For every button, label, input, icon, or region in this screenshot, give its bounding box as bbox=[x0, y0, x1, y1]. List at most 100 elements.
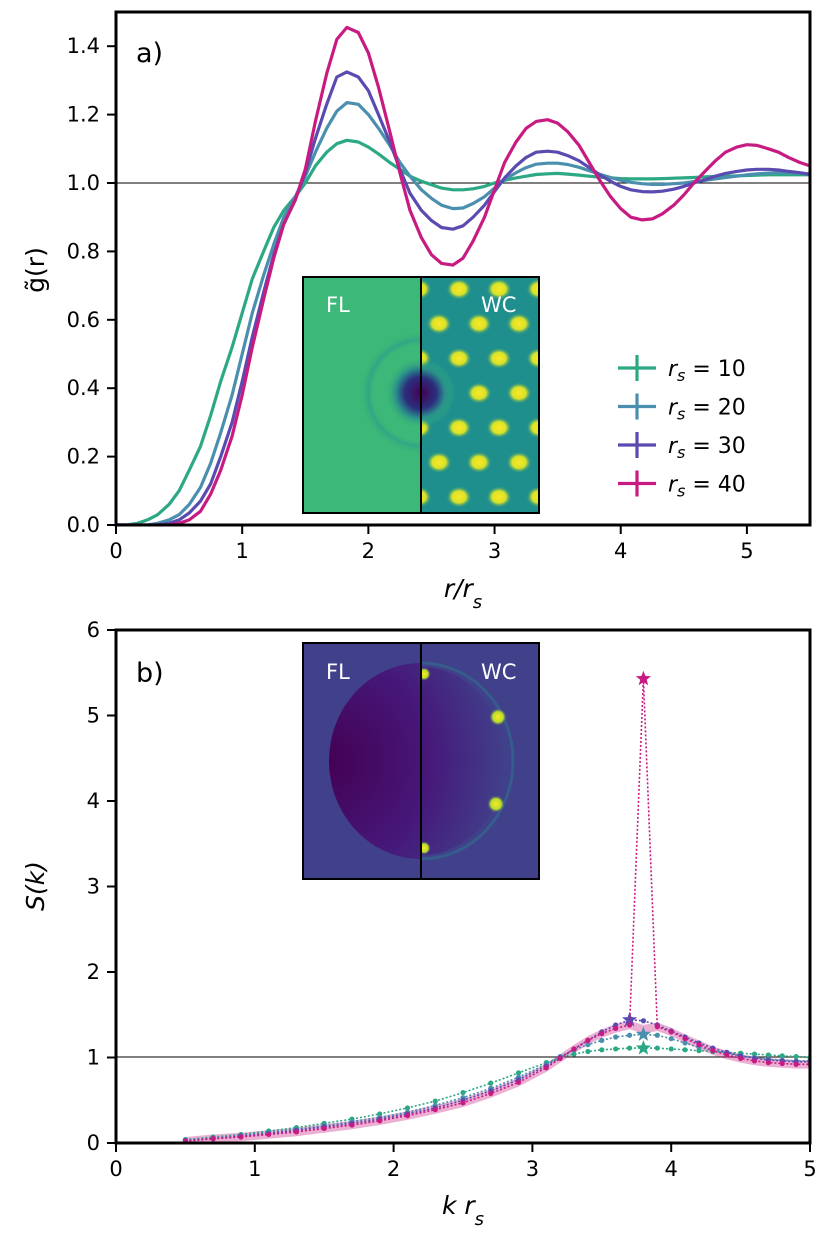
panel-b-inset-wc-image bbox=[421, 643, 539, 879]
panel-a-ytick-label-7: 1.4 bbox=[67, 34, 100, 58]
panel-b-point bbox=[710, 1048, 716, 1054]
panel-b-point bbox=[404, 1113, 411, 1119]
panel-b-point bbox=[654, 1045, 660, 1051]
panel-b-point bbox=[238, 1134, 244, 1140]
panel-b-series-rs20 bbox=[182, 1026, 810, 1143]
panel-b-xtick-label-3: 3 bbox=[526, 1157, 539, 1181]
panel-a-ytick-label-4: 0.8 bbox=[67, 239, 100, 263]
panel-b-point bbox=[626, 1032, 633, 1038]
panel-a-ytick-label-3: 0.6 bbox=[67, 308, 100, 332]
panel-b-point bbox=[668, 1046, 674, 1052]
legend-label: rs = 20 bbox=[668, 396, 746, 424]
panel-a-label: a) bbox=[136, 38, 163, 69]
panel-b-point bbox=[432, 1107, 438, 1113]
panel-a-ytick-label-6: 1.2 bbox=[67, 103, 100, 127]
panel-b-point bbox=[682, 1047, 688, 1053]
panel-b-point bbox=[668, 1029, 674, 1035]
panel-b-point bbox=[654, 1032, 660, 1038]
legend-label: rs = 30 bbox=[668, 434, 746, 462]
panel-b-point bbox=[571, 1051, 577, 1057]
panel-a-inset: FL WC bbox=[302, 276, 540, 514]
panel-b-point bbox=[488, 1090, 494, 1097]
panel-a-xtick-label-5: 5 bbox=[740, 539, 753, 563]
panel-b-point bbox=[654, 1024, 660, 1030]
legend-item-rs40: rs = 40 bbox=[618, 470, 746, 501]
panel-b-inset-wc-label: WC bbox=[481, 660, 516, 684]
panel-b-xlabel: k rs bbox=[442, 1191, 484, 1230]
panel-b-ylabel: S(k) bbox=[21, 861, 50, 911]
panel-b-fit-band bbox=[185, 1020, 810, 1143]
panel-b-point bbox=[765, 1052, 771, 1058]
panel-b-point bbox=[543, 1065, 549, 1071]
panel-b-point bbox=[724, 1052, 730, 1058]
panel-b-series-rs30 bbox=[182, 1011, 810, 1143]
panel-b-inset-fl-image bbox=[303, 643, 421, 879]
panel-b-y-ticks: 0 1 2 3 4 5 6 bbox=[87, 618, 116, 1155]
panel-b-point bbox=[696, 1042, 702, 1048]
panel-b-point bbox=[488, 1080, 494, 1086]
panel-b-ytick-label-4: 4 bbox=[87, 789, 100, 813]
panel-a: 0 1 2 3 4 5 0.0 0.2 0.4 0.6 0.8 1.0 1.2 1.4 a) g̃(r)… bbox=[21, 10, 812, 613]
panel-b-point bbox=[585, 1048, 591, 1055]
panel-b-series-line bbox=[185, 1019, 810, 1142]
panel-b-point bbox=[682, 1040, 688, 1046]
panel-b-point bbox=[585, 1042, 591, 1048]
panel-b-inset: FL WC bbox=[302, 642, 540, 880]
panel-b-ytick-label-0: 0 bbox=[87, 1131, 100, 1155]
legend-item-rs20: rs = 20 bbox=[618, 393, 746, 424]
panel-b-point bbox=[585, 1037, 591, 1043]
panel-b-ytick-label-3: 3 bbox=[87, 875, 100, 899]
panel-b-peak-star bbox=[635, 1040, 651, 1055]
panel-b-point bbox=[460, 1100, 466, 1106]
panel-a-inset-fl-label: FL bbox=[326, 293, 350, 317]
panel-b-point bbox=[293, 1129, 300, 1135]
panel-b-point bbox=[432, 1098, 438, 1104]
panel-a-ylabel: g̃(r) bbox=[21, 247, 50, 293]
panel-a-xtick-label-0: 0 bbox=[109, 539, 122, 563]
panel-b-point bbox=[404, 1105, 411, 1111]
panel-b-xtick-label-2: 2 bbox=[387, 1157, 400, 1181]
panel-b-point bbox=[793, 1054, 799, 1060]
panel-b-ytick-label-6: 6 bbox=[87, 618, 100, 642]
panel-b-point bbox=[793, 1061, 799, 1067]
panel-b-point bbox=[599, 1030, 605, 1037]
panel-a-inset-fl-image bbox=[303, 277, 421, 513]
panel-b-ytick-label-2: 2 bbox=[87, 960, 100, 984]
panel-b-xtick-label-4: 4 bbox=[665, 1157, 678, 1181]
legend-item-rs30: rs = 30 bbox=[618, 432, 746, 462]
panel-b-point bbox=[515, 1070, 522, 1076]
panel-b-point bbox=[515, 1079, 522, 1085]
panel-b-point bbox=[751, 1058, 758, 1064]
panel-b-point bbox=[557, 1055, 563, 1061]
panel-b-peak-star bbox=[635, 1026, 651, 1041]
panel-b-x-ticks: 0 1 2 3 4 5 bbox=[109, 1143, 817, 1181]
panel-b-point bbox=[626, 1022, 633, 1028]
panel-b-point bbox=[349, 1122, 355, 1128]
legend-label: rs = 10 bbox=[668, 357, 746, 385]
panel-b-series-rs40 bbox=[182, 670, 810, 1143]
panel-a-xtick-label-3: 3 bbox=[488, 539, 501, 563]
panel-a-xtick-label-2: 2 bbox=[362, 539, 375, 563]
panel-b-peak-star bbox=[635, 670, 651, 686]
panel-a-series-line-rs40 bbox=[116, 25, 810, 525]
panel-b-point bbox=[321, 1125, 327, 1132]
panel-b-point bbox=[599, 1037, 605, 1043]
panel-b-point bbox=[626, 1045, 633, 1051]
panel-b-peak-star bbox=[622, 1011, 638, 1027]
panel-a-x-ticks: 0 1 2 3 4 5 bbox=[109, 525, 754, 563]
panel-a-ytick-label-5: 1.0 bbox=[67, 171, 100, 195]
panel-a-xlabel: r/rs bbox=[444, 574, 482, 613]
panel-a-inset-wc-label: WC bbox=[481, 293, 516, 317]
panel-a-inset-wc-image bbox=[421, 277, 539, 513]
panel-b-point bbox=[640, 1018, 647, 1024]
panel-a-ytick-label-2: 0.4 bbox=[67, 376, 100, 400]
panel-b-point bbox=[613, 1034, 619, 1040]
panel-b-inset-fl-label: FL bbox=[326, 660, 350, 684]
panel-b: 0 1 2 3 4 5 0 1 2 3 4 5 6 b) S(k) k rs FL WC bbox=[21, 618, 817, 1230]
panel-a-ytick-label-1: 0.2 bbox=[67, 445, 100, 469]
panel-b-point bbox=[210, 1136, 216, 1142]
panel-b-point bbox=[765, 1060, 771, 1066]
panel-b-point bbox=[460, 1089, 466, 1096]
panel-b-point bbox=[266, 1131, 272, 1138]
